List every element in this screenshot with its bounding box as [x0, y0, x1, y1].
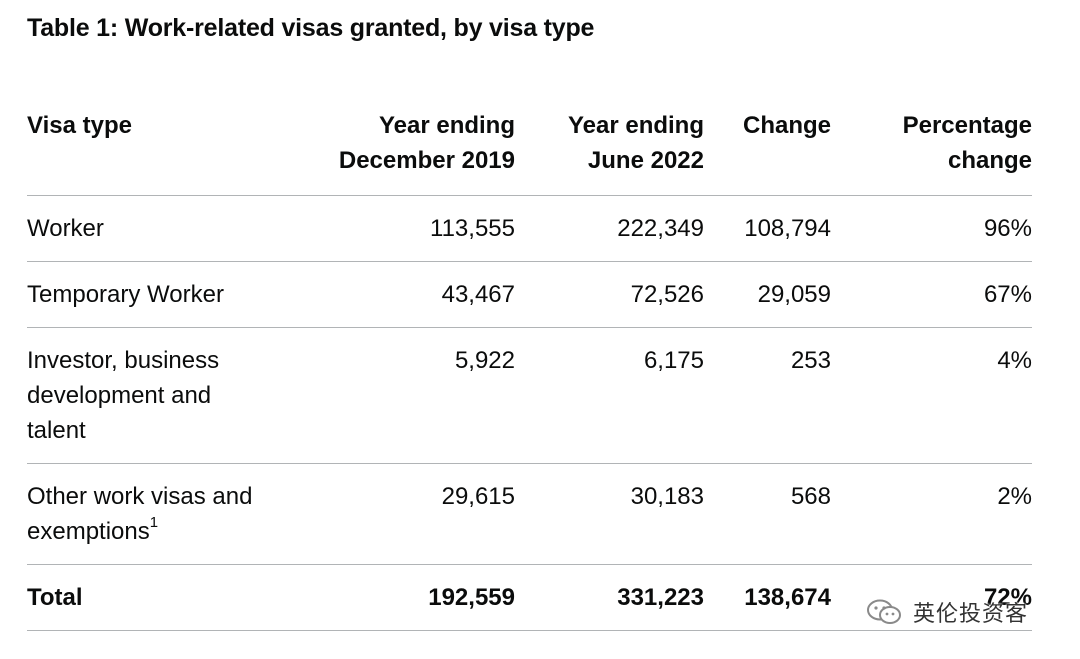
cell-dec-2019: 113,555	[317, 195, 515, 262]
footnote-marker: 1	[149, 514, 159, 531]
cell-change: 29,059	[704, 261, 831, 328]
cell-total-percentage-change: 72%	[831, 564, 1032, 631]
wechat-official-account-icon	[867, 599, 901, 624]
header-year-ending-dec-2019: Year ending December 2019	[317, 108, 515, 196]
table-row: Investor, business development and talen…	[27, 327, 1032, 464]
table-title: Table 1: Work-related visas granted, by …	[27, 14, 595, 42]
cell-change: 253	[704, 327, 831, 464]
header-change: Change	[704, 108, 831, 196]
header-visa-type: Visa type	[27, 108, 317, 196]
watermark: 英伦投资客	[865, 596, 1028, 628]
cell-jun-2022: 30,183	[515, 463, 704, 565]
cell-dec-2019: 43,467	[317, 261, 515, 328]
cell-dec-2019: 29,615	[317, 463, 515, 565]
cell-visa-type: Investor, business development and talen…	[27, 327, 317, 464]
cell-change: 568	[704, 463, 831, 565]
cell-percentage-change: 4%	[831, 327, 1032, 464]
cell-total-change: 138,674	[704, 564, 831, 631]
table-total-row: Total 192,559 331,223 138,674 72%	[27, 564, 1032, 631]
cell-total-dec-2019: 192,559	[317, 564, 515, 631]
cell-jun-2022: 6,175	[515, 327, 704, 464]
cell-visa-type: Worker	[27, 195, 317, 262]
cell-jun-2022: 72,526	[515, 261, 704, 328]
cell-percentage-change: 2%	[831, 463, 1032, 565]
table-row: Temporary Worker 43,467 72,526 29,059 67…	[27, 261, 1032, 328]
header-percentage-change: Percentage change	[831, 108, 1032, 196]
table-row: Other work visas and exemptions1 29,615 …	[27, 463, 1032, 565]
cell-dec-2019: 5,922	[317, 327, 515, 464]
cell-percentage-change: 96%	[831, 195, 1032, 262]
cell-percentage-change: 67%	[831, 261, 1032, 328]
header-year-ending-jun-2022: Year ending June 2022	[515, 108, 704, 196]
cell-visa-type: Temporary Worker	[27, 261, 317, 328]
cell-total-label: Total	[27, 564, 317, 631]
table-row: Worker 113,555 222,349 108,794 96%	[27, 195, 1032, 262]
cell-visa-type: Other work visas and exemptions1	[27, 463, 317, 565]
cell-jun-2022: 222,349	[515, 195, 704, 262]
table-header-row: Visa type Year ending December 2019 Year…	[27, 108, 1032, 196]
watermark-text: 英伦投资客	[913, 602, 1029, 627]
cell-change: 108,794	[704, 195, 831, 262]
cell-total-jun-2022: 331,223	[515, 564, 704, 631]
visa-table: Visa type Year ending December 2019 Year…	[27, 108, 1032, 631]
